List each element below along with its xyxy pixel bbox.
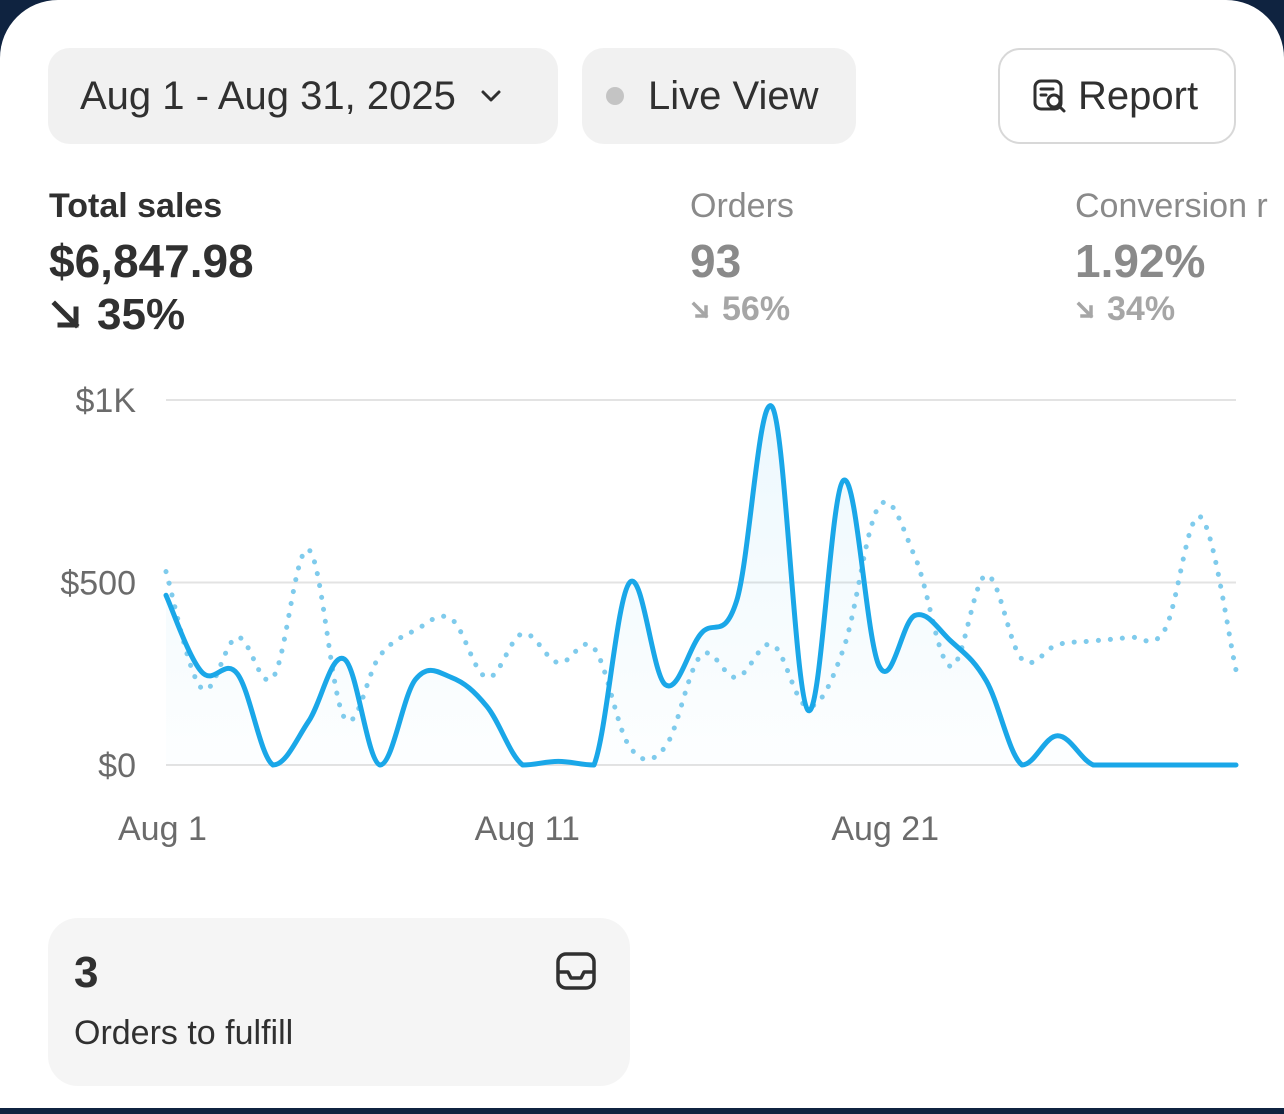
x-tick-label: Aug 21 <box>831 810 939 848</box>
total-sales-change: 35% <box>49 290 254 340</box>
arrow-down-right-icon <box>691 301 709 318</box>
metric-orders[interactable]: Orders 93 56% <box>690 186 794 329</box>
x-tick-label: Aug 11 <box>475 810 580 848</box>
metric-total-sales[interactable]: Total sales $6,847.98 35% <box>49 186 254 340</box>
arrow-down-right-icon <box>1076 301 1094 318</box>
metric-conversion[interactable]: Conversion r 1.92% 34% <box>1075 186 1268 329</box>
date-range-label: Aug 1 - Aug 31, 2025 <box>80 73 456 118</box>
orders-to-fulfill-card[interactable]: 3 Orders to fulfill <box>48 918 630 1086</box>
sales-series-line <box>163 403 1239 768</box>
arrow-down-right-icon <box>51 300 80 329</box>
orders-change-value: 56% <box>722 290 791 328</box>
live-view-label: Live View <box>648 73 819 118</box>
fulfill-count: 3 <box>74 948 99 997</box>
date-range-selector[interactable]: Aug 1 - Aug 31, 2025 <box>48 48 558 144</box>
conversion-label: Conversion r <box>1075 187 1268 225</box>
total-sales-change-value: 35% <box>97 290 186 339</box>
y-tick-label: $0 <box>98 747 136 785</box>
sales-chart[interactable]: $0 $500 $1K Aug 1 Aug 11 Aug 21 <box>0 360 1284 880</box>
report-label: Report <box>1078 73 1199 118</box>
x-tick-label: Aug 1 <box>118 810 207 848</box>
total-sales-label: Total sales <box>49 187 223 225</box>
live-view-button[interactable]: Live View <box>582 48 856 144</box>
report-search-icon <box>1030 76 1070 116</box>
chevron-down-icon <box>476 81 506 111</box>
orders-value: 93 <box>690 235 742 287</box>
live-dot-icon <box>606 87 624 105</box>
report-button[interactable]: Report <box>998 48 1236 144</box>
y-tick-label: $1K <box>76 382 137 420</box>
orders-label: Orders <box>690 187 794 225</box>
y-tick-label: $500 <box>60 565 136 603</box>
conversion-change: 34% <box>1075 290 1268 329</box>
orders-change: 56% <box>690 290 794 329</box>
total-sales-value: $6,847.98 <box>49 235 254 287</box>
conversion-change-value: 34% <box>1107 290 1176 328</box>
inbox-icon <box>556 952 596 990</box>
fulfill-label: Orders to fulfill <box>74 1014 294 1052</box>
conversion-value: 1.92% <box>1075 235 1206 287</box>
sales-area <box>166 405 1236 765</box>
